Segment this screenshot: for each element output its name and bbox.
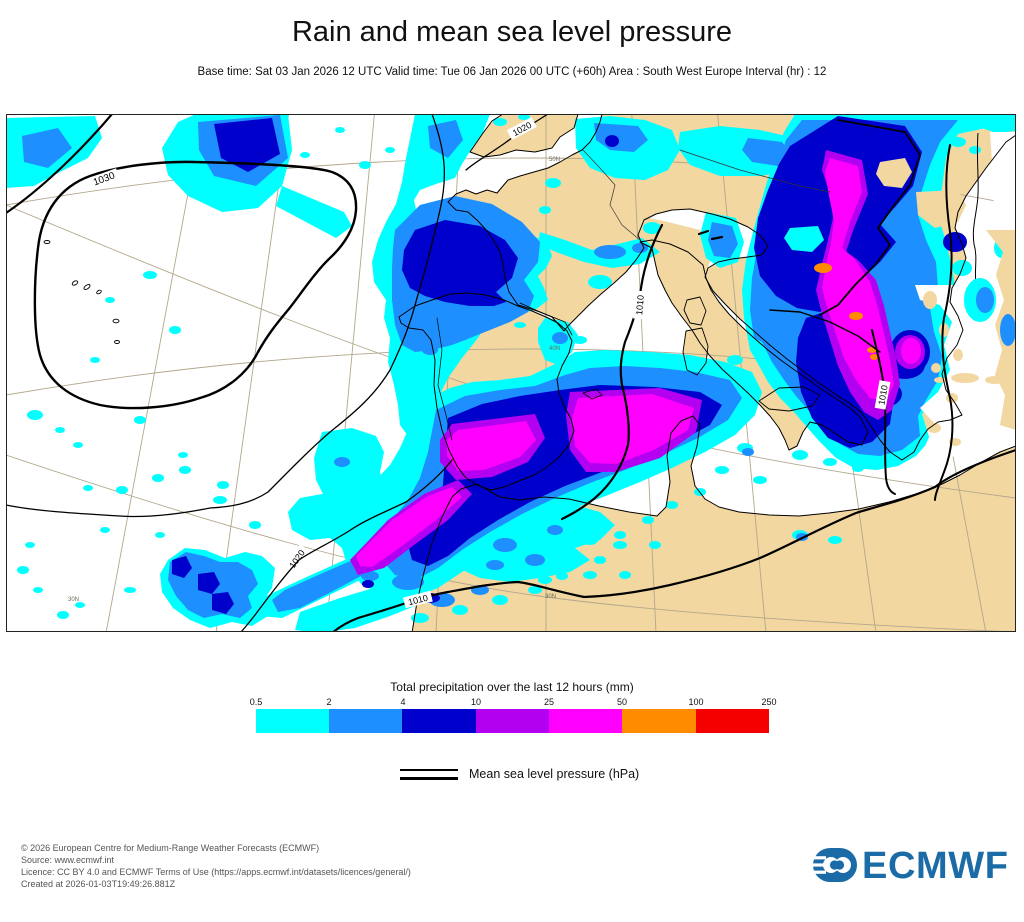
svg-text:30N: 30N xyxy=(68,597,79,603)
svg-text:30N: 30N xyxy=(545,594,556,600)
svg-text:1010: 1010 xyxy=(634,295,646,316)
svg-text:1010: 1010 xyxy=(407,593,429,608)
svg-text:1010: 1010 xyxy=(876,384,889,405)
svg-text:40N: 40N xyxy=(549,346,560,352)
svg-text:ECMWF: ECMWF xyxy=(862,845,1009,887)
svg-text:50N: 50N xyxy=(549,157,560,163)
